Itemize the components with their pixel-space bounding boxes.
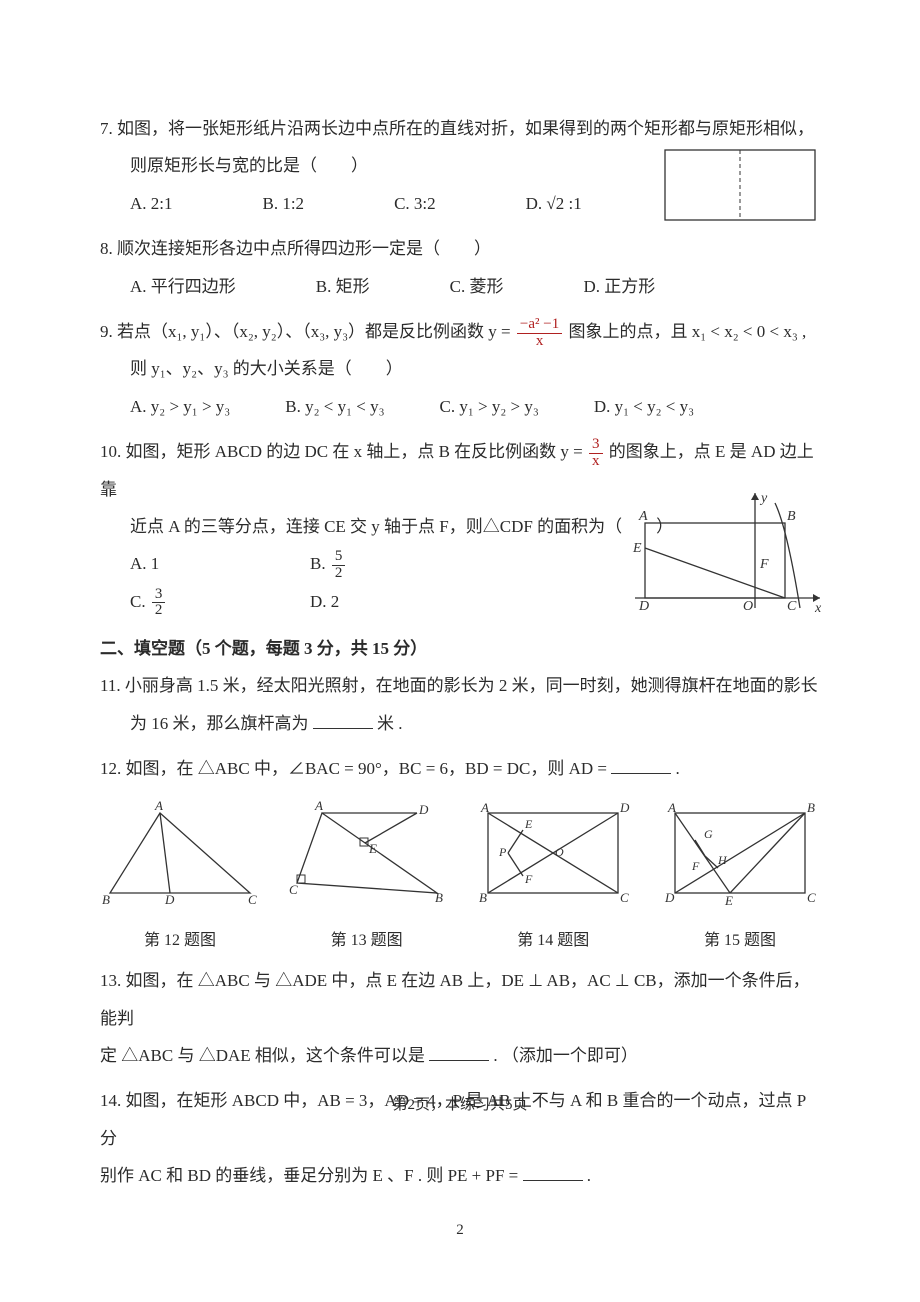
q10-option-a: A. 1 <box>130 545 310 582</box>
q14-text-line2: 别作 AC 和 BD 的垂线，垂足分别为 E 、F . 则 PE + PF = … <box>100 1157 820 1194</box>
q14-blank[interactable] <box>523 1162 583 1181</box>
q7-option-b: B. 1:2 <box>263 185 305 222</box>
svg-text:F: F <box>524 872 533 886</box>
q9-text-b: 图象上的点，且 x₁ < x₂ < 0 < x₃ , <box>568 322 806 341</box>
q8-option-d: D. 正方形 <box>583 268 655 305</box>
q7-option-c: C. 3:2 <box>394 185 436 222</box>
q9-option-c: C. y₁ > y₂ > y₃ <box>440 388 539 425</box>
figure-15: A B D C E F G H 第 15 题图 <box>660 798 820 959</box>
q9-options: A. y₂ > y₁ > y₃ B. y₂ < y₁ < y₃ C. y₁ > … <box>100 388 820 425</box>
label-C: C <box>787 599 797 614</box>
label-E: E <box>632 541 642 556</box>
q9-option-a: A. y₂ > y₁ > y₃ <box>130 388 230 425</box>
label-D: D <box>638 599 649 614</box>
svg-text:B: B <box>435 890 443 905</box>
q9-option-b: B. y₂ < y₁ < y₃ <box>285 388 384 425</box>
svg-text:A: A <box>154 798 163 813</box>
figures-row: A B C D 第 12 题图 A D E C B 第 13 题图 <box>100 798 820 959</box>
question-13: 13. 如图，在 △ABC 与 △ADE 中，点 E 在边 AB 上，DE ⊥ … <box>100 962 820 1074</box>
label-O: O <box>743 599 753 614</box>
svg-text:H: H <box>717 853 728 867</box>
figure-12: A B C D 第 12 题图 <box>100 798 260 959</box>
q10-figure: A B C D E F O x y <box>625 488 825 618</box>
q8-options: A. 平行四边形 B. 矩形 C. 菱形 D. 正方形 <box>100 268 820 305</box>
label-y: y <box>759 491 768 506</box>
q7-option-d: D. √2 :1 <box>526 185 582 222</box>
page-footer: 第2页，本练习共5页 <box>0 1089 920 1122</box>
q11-text-line2: 为 16 米，那么旗杆高为 米 . <box>100 705 820 742</box>
q8-option-b: B. 矩形 <box>316 268 370 305</box>
q11-text-line1: 11. 小丽身高 1.5 米，经太阳光照射，在地面的影长为 2 米，同一时刻，她… <box>100 667 820 704</box>
svg-text:B: B <box>807 800 815 815</box>
svg-text:B: B <box>102 892 110 907</box>
q10-option-c: C. 32 <box>130 583 310 620</box>
figure-13: A D E C B 第 13 题图 <box>287 798 447 959</box>
svg-text:D: D <box>164 892 175 907</box>
section-2-title: 二、填空题（5 个题，每题 3 分，共 15 分） <box>100 630 820 667</box>
svg-text:D: D <box>619 800 630 815</box>
q10-option-b: B. 52 <box>310 545 490 582</box>
q10-options: A. 1 B. 52 C. 32 D. 2 <box>100 545 500 620</box>
q9-frac: −a² −1 x <box>517 317 562 350</box>
question-8: 8. 顺次连接矩形各边中点所得四边形一定是（ ） A. 平行四边形 B. 矩形 … <box>100 230 820 305</box>
q10-text-a: 10. 如图，矩形 ABCD 的边 DC 在 x 轴上，点 B 在反比例函数 y… <box>100 442 583 461</box>
figure-13-caption: 第 13 题图 <box>287 923 447 958</box>
svg-text:E: E <box>368 841 377 856</box>
svg-text:D: D <box>664 890 675 905</box>
svg-text:C: C <box>620 890 629 905</box>
q13-text-line1: 13. 如图，在 △ABC 与 △ADE 中，点 E 在边 AB 上，DE ⊥ … <box>100 962 820 1037</box>
svg-text:P: P <box>498 845 507 859</box>
label-A: A <box>638 509 648 524</box>
q13-blank[interactable] <box>429 1042 489 1061</box>
figure-12-caption: 第 12 题图 <box>100 923 260 958</box>
svg-text:C: C <box>248 892 257 907</box>
svg-text:O: O <box>555 845 564 859</box>
svg-text:C: C <box>807 890 816 905</box>
q8-text: 8. 顺次连接矩形各边中点所得四边形一定是（ ） <box>100 230 820 267</box>
q8-option-c: C. 菱形 <box>450 268 504 305</box>
figure-14: A D B C P E F O 第 14 题图 <box>473 798 633 959</box>
q10-frac: 3 x <box>589 437 603 470</box>
question-11: 11. 小丽身高 1.5 米，经太阳光照射，在地面的影长为 2 米，同一时刻，她… <box>100 667 820 742</box>
q9-option-d: D. y₁ < y₂ < y₃ <box>594 388 694 425</box>
label-x: x <box>814 601 822 616</box>
question-9: 9. 若点（x₁, y₁）、（x₂, y₂）、（x₃, y₃）都是反比例函数 y… <box>100 313 820 425</box>
svg-text:B: B <box>479 890 487 905</box>
svg-text:A: A <box>480 800 489 815</box>
svg-text:C: C <box>289 882 298 897</box>
q10-option-d: D. 2 <box>310 583 490 620</box>
label-B: B <box>787 509 796 524</box>
svg-text:F: F <box>691 859 700 873</box>
q12-blank[interactable] <box>611 756 671 775</box>
figure-15-caption: 第 15 题图 <box>660 923 820 958</box>
q13-text-line2: 定 △ABC 与 △DAE 相似，这个条件可以是 . （添加一个即可） <box>100 1037 820 1074</box>
q11-blank[interactable] <box>313 710 373 729</box>
svg-text:G: G <box>704 827 713 841</box>
q8-option-a: A. 平行四边形 <box>130 268 236 305</box>
svg-text:A: A <box>667 800 676 815</box>
q9-text-line2: 则 y₁、y₂、y₃ 的大小关系是（ ） <box>100 350 820 387</box>
q9-line1: 9. 若点（x₁, y₁）、（x₂, y₂）、（x₃, y₃）都是反比例函数 y… <box>100 313 820 350</box>
question-12: 12. 如图，在 △ABC 中，∠BAC = 90°，BC = 6，BD = D… <box>100 750 820 787</box>
svg-text:E: E <box>524 817 533 831</box>
q9-text-a: 9. 若点（x₁, y₁）、（x₂, y₂）、（x₃, y₃）都是反比例函数 y… <box>100 322 511 341</box>
q7-text-line1: 7. 如图，将一张矩形纸片沿两长边中点所在的直线对折，如果得到的两个矩形都与原矩… <box>100 110 820 147</box>
q7-figure <box>660 145 820 225</box>
q7-option-a: A. 2:1 <box>130 185 173 222</box>
figure-14-caption: 第 14 题图 <box>473 923 633 958</box>
svg-text:E: E <box>724 893 733 908</box>
svg-text:A: A <box>314 798 323 813</box>
q12-text: 12. 如图，在 △ABC 中，∠BAC = 90°，BC = 6，BD = D… <box>100 750 820 787</box>
svg-text:D: D <box>418 802 429 817</box>
page-number: 2 <box>0 1214 920 1247</box>
label-F: F <box>759 557 769 572</box>
